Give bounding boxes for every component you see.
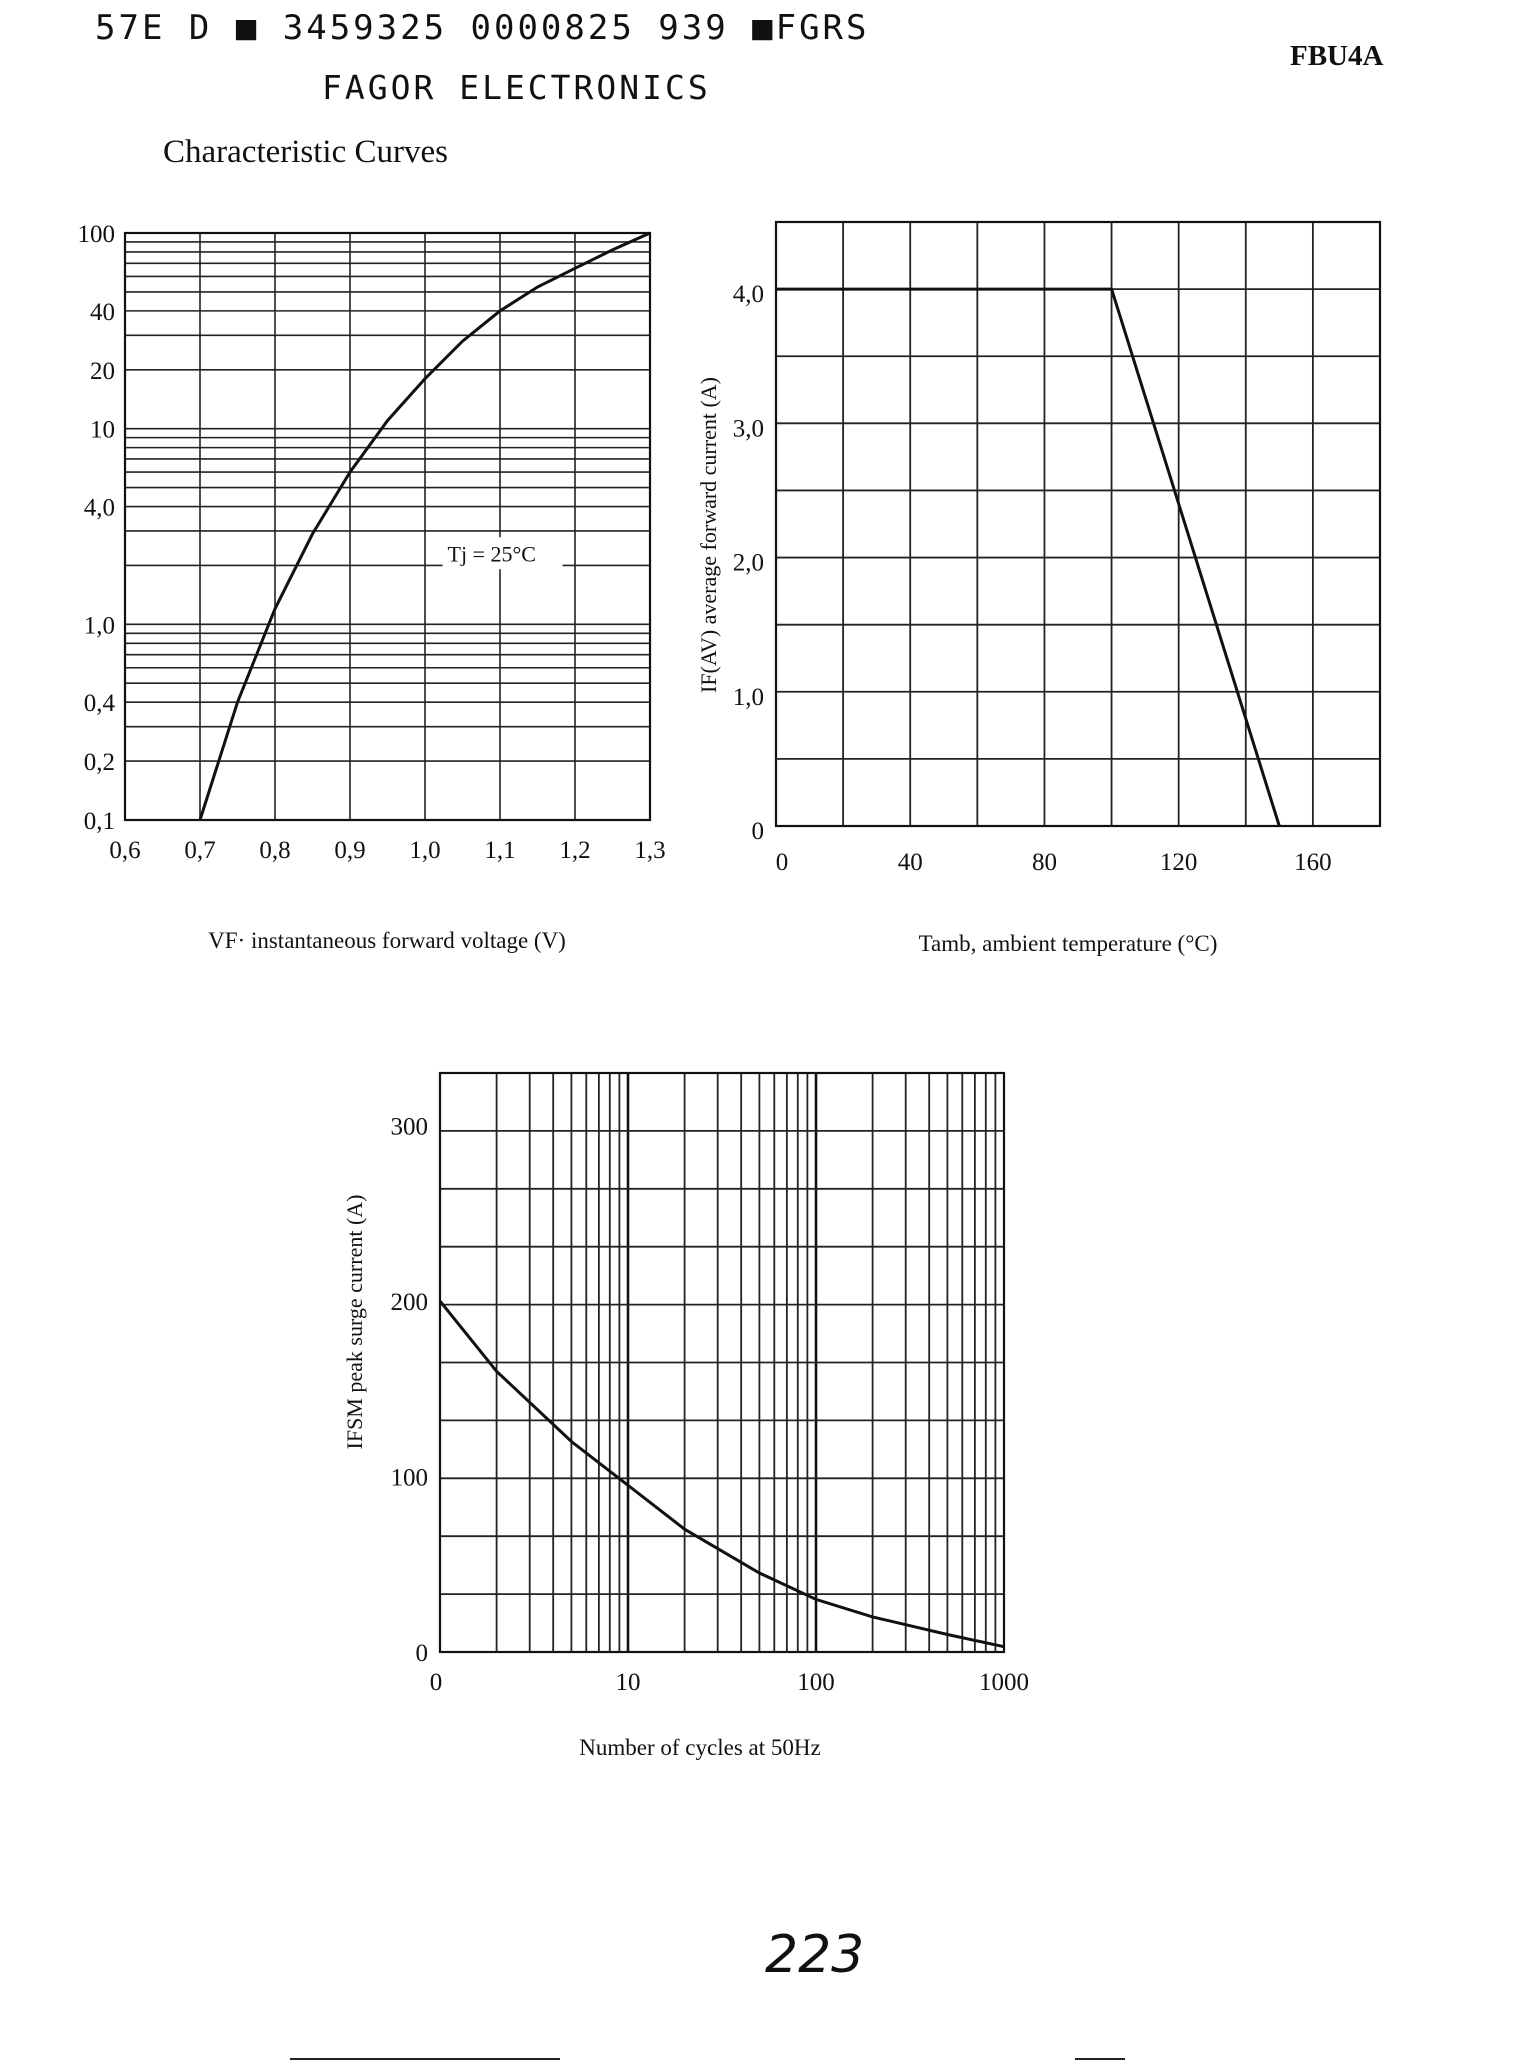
y-tick-label: 0,4: [84, 690, 116, 717]
y-tick-label: 10: [90, 417, 115, 444]
y-axis-label: IFSM peak surge current (A): [342, 1195, 367, 1450]
x-tick-label: 80: [1032, 849, 1057, 876]
x-tick-label: 0,7: [184, 837, 215, 864]
y-tick-label: 0,2: [84, 749, 115, 776]
x-tick-label: 10: [616, 1669, 641, 1696]
plot-frame: [438, 1071, 1006, 1654]
x-tick-label: 1,0: [409, 837, 440, 864]
part-number: FBU4A: [1290, 40, 1384, 72]
forward-voltage-curve: [198, 231, 651, 821]
y-tick-label: 2,0: [733, 550, 764, 577]
y-tick-label: 20: [90, 358, 115, 385]
y-tick-label: 4,0: [84, 495, 115, 522]
plot-frame: [774, 220, 1382, 828]
footer-rule: [1075, 2058, 1125, 2060]
x-tick-label: 120: [1160, 849, 1198, 876]
x-tick-label: 160: [1294, 849, 1332, 876]
x-tick-label: 0: [776, 849, 789, 876]
x-tick-label: 1,2: [559, 837, 590, 864]
x-tick-label: 1000: [979, 1669, 1029, 1696]
company-name: FAGOR ELECTRONICS: [322, 68, 711, 107]
y-tick-label: 1,0: [733, 684, 764, 711]
annotation-bg: [442, 537, 563, 570]
section-title: Characteristic Curves: [163, 134, 448, 170]
x-tick-label: 0,9: [334, 837, 365, 864]
annotation-label: Tj = 25°C: [448, 541, 536, 566]
y-tick-label: 4,0: [733, 281, 764, 308]
footer-rule: [290, 2058, 560, 2060]
document-code-line: 57E D ■ 3459325 0000825 939 ■FGRS: [95, 8, 870, 48]
x-axis-label: Tamb, ambient temperature (°C): [919, 931, 1218, 956]
y-tick-label: 0,1: [84, 808, 115, 835]
x-tick-label: 1,1: [484, 837, 515, 864]
x-axis-label: VF· instantaneous forward voltage (V): [208, 928, 566, 953]
x-tick-label: 40: [898, 849, 923, 876]
y-tick-label: 0: [752, 818, 765, 845]
y-tick-label: 100: [78, 221, 116, 248]
x-axis-label: Number of cycles at 50Hz: [579, 1735, 820, 1760]
y-tick-label: 3,0: [733, 415, 764, 442]
page-number: 223: [765, 1925, 865, 1985]
x-tick-label: 0,8: [259, 837, 290, 864]
surge-current-curve: [438, 1300, 1005, 1649]
x-tick-label: 0,6: [109, 837, 140, 864]
derating-line: [776, 287, 1281, 827]
x-tick-label: 1,3: [634, 837, 665, 864]
plot-frame: [123, 231, 652, 822]
y-tick-label: 0: [416, 1640, 429, 1667]
y-tick-label: 40: [90, 299, 115, 326]
y-tick-label: 200: [391, 1289, 429, 1316]
y-tick-label: 300: [391, 1114, 429, 1141]
y-tick-label: 100: [391, 1465, 429, 1492]
x-tick-label: 0: [430, 1669, 443, 1696]
x-tick-label: 100: [797, 1669, 835, 1696]
y-tick-label: 1,0: [84, 612, 115, 639]
y-axis-label: IF(AV) average forward current (A): [696, 377, 721, 693]
